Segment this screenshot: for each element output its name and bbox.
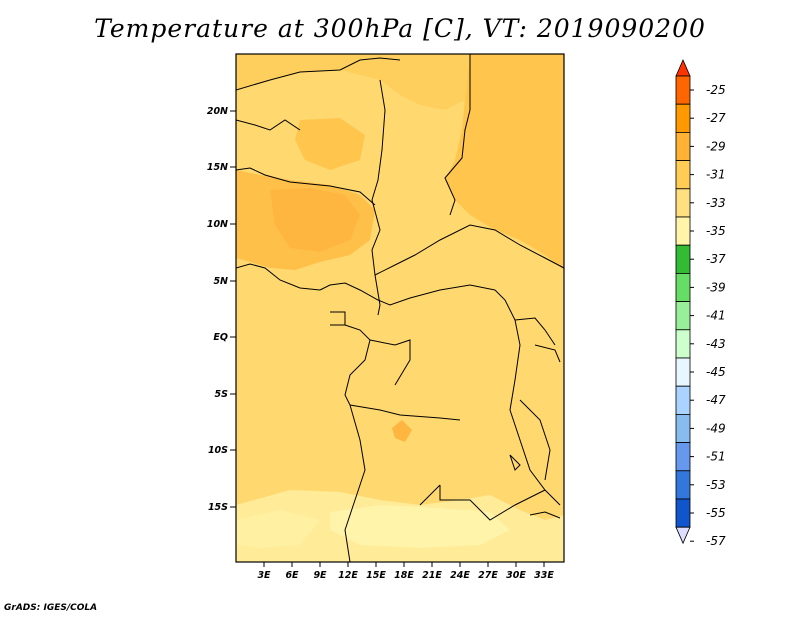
- colorbar-swatch: [675, 498, 691, 528]
- map-frame: [235, 53, 565, 563]
- colorbar-swatch: [675, 442, 691, 472]
- colorbar-swatch: [675, 413, 691, 443]
- lon-label: 33E: [534, 570, 554, 581]
- colorbar-swatch: [675, 329, 691, 359]
- colorbar-label: -55: [706, 506, 726, 520]
- colorbar-swatch: [675, 357, 691, 387]
- lon-label: 15E: [366, 570, 386, 581]
- lat-label: 15N: [207, 162, 228, 173]
- colorbar-label: -39: [706, 280, 726, 294]
- colorbar-label: -31: [706, 168, 726, 182]
- lon-label: 6E: [285, 570, 299, 581]
- colorbar-label: -43: [706, 337, 726, 351]
- colorbar-swatch: [675, 244, 691, 274]
- country-borders: [236, 54, 564, 562]
- colorbar-top-arrow: [675, 59, 691, 77]
- colorbar-label: -53: [706, 478, 726, 492]
- latitude-axis: 20N 15N 10N 5N EQ 5S 10S 15S: [207, 106, 236, 513]
- lat-label: 20N: [207, 106, 228, 117]
- lon-label: 3E: [257, 570, 271, 581]
- colorbar-swatch: [675, 75, 691, 105]
- lon-label: 21E: [422, 570, 442, 581]
- lon-label: 9E: [313, 570, 327, 581]
- colorbar-label: -47: [706, 393, 726, 407]
- lon-label: 30E: [506, 570, 526, 581]
- colorbar-swatch: [675, 272, 691, 302]
- colorbar-label: -29: [706, 139, 726, 153]
- lon-label: 27E: [478, 570, 498, 581]
- lon-label: 12E: [338, 570, 358, 581]
- lon-label: 24E: [450, 570, 470, 581]
- colorbar-label: -37: [706, 252, 726, 266]
- colorbar-label: -57: [706, 534, 726, 548]
- colorbar-label: -41: [706, 309, 726, 323]
- colorbar-swatch: [675, 470, 691, 500]
- colorbar-swatch: [675, 216, 691, 246]
- colorbar-label: -35: [706, 224, 726, 238]
- lat-label: 5N: [213, 276, 228, 287]
- credit-text: GrADS: IGES/COLA: [4, 603, 98, 613]
- temperature-field: [236, 54, 564, 562]
- colorbar-swatch: [675, 385, 691, 415]
- colorbar-label: -33: [706, 196, 726, 210]
- colorbar-swatch: [675, 131, 691, 161]
- colorbar-swatch: [675, 103, 691, 133]
- longitude-axis: 3E 6E 9E 12E 15E 18E 21E 24E 27E 30E 33E: [257, 562, 554, 581]
- colorbar-swatch: [675, 301, 691, 331]
- colorbar-swatch: [675, 160, 691, 190]
- colorbar: -25 -27 -29 -31 -33 -35 -37 -39 -41 -43 -45 -47 -49 -…: [675, 59, 726, 548]
- lat-label: EQ: [213, 332, 228, 343]
- colorbar-label: -51: [706, 450, 726, 464]
- colorbar-swatch: [675, 188, 691, 218]
- lat-label: 15S: [208, 502, 228, 513]
- colorbar-label: -45: [706, 365, 726, 379]
- colorbar-label: -27: [706, 111, 726, 125]
- lat-label: 10S: [208, 445, 228, 456]
- map-title: Temperature at 300hPa [C], VT: 201909020…: [94, 14, 706, 43]
- colorbar-label: -49: [706, 421, 726, 435]
- lat-label: 5S: [215, 389, 229, 400]
- colorbar-bottom-arrow: [675, 526, 691, 545]
- lat-label: 10N: [207, 219, 228, 230]
- colorbar-label: -25: [706, 83, 726, 97]
- lon-label: 18E: [394, 570, 414, 581]
